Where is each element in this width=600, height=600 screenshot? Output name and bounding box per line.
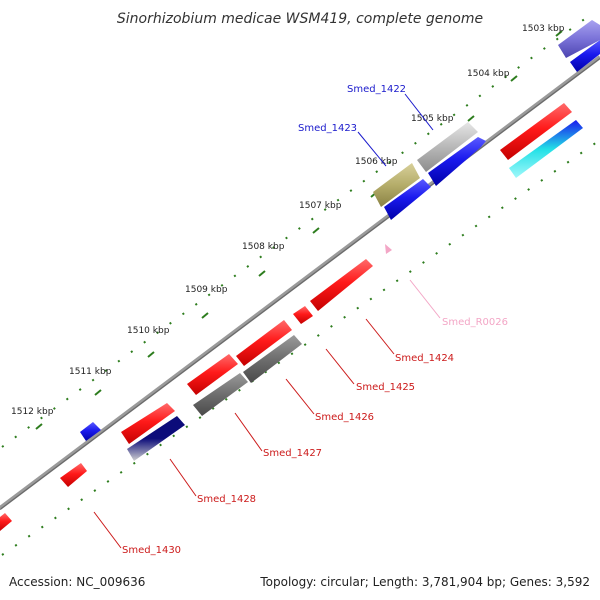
gene-block-smed1428[interactable]: [121, 403, 175, 444]
tick-marks: [35, 30, 563, 430]
tick-label-1507: 1507 kbp: [299, 201, 342, 211]
tick-label-1505: 1505 kbp: [411, 114, 454, 124]
gene-label-smed1425[interactable]: Smed_1425: [356, 382, 415, 393]
genome-backbone-shade: [0, 58, 600, 510]
tick-label-1511: 1511 kbp: [69, 367, 112, 377]
gene-block-cyan-right[interactable]: [509, 120, 583, 178]
gene-block-smed1426[interactable]: [243, 335, 302, 383]
gene-label-smed1430[interactable]: Smed_1430: [122, 545, 181, 556]
genome-backbone: [0, 55, 600, 510]
gene-label-smed1423[interactable]: Smed_1423: [298, 123, 357, 134]
gene-block-red-1426b[interactable]: [187, 354, 238, 395]
gene-block-smed-r0026[interactable]: [385, 244, 392, 254]
gene-label-smed1427[interactable]: Smed_1427: [263, 448, 322, 459]
gene-block-smed1425[interactable]: [236, 320, 292, 366]
gene-block-blue-smed1422[interactable]: [428, 137, 486, 186]
gene-label-smed-r0026[interactable]: Smed_R0026: [442, 317, 508, 328]
gene-block-red-small-1429[interactable]: [60, 463, 87, 487]
gene-label-smed1428[interactable]: Smed_1428: [197, 494, 256, 505]
gene-block-smed1427[interactable]: [193, 373, 248, 416]
gene-block-purple[interactable]: [558, 20, 600, 58]
gene-block-blue-top-right[interactable]: [570, 40, 600, 72]
accession-text: Accession: NC_009636: [9, 575, 145, 589]
tick-label-1503: 1503 kbp: [522, 24, 565, 34]
tick-label-1506: 1506 kbp: [355, 157, 398, 167]
tick-label-1510: 1510 kbp: [127, 326, 170, 336]
gene-block-red-small-1424b[interactable]: [293, 306, 313, 324]
gene-block-smed1430[interactable]: [0, 513, 12, 531]
tick-label-1508: 1508 kbp: [242, 242, 285, 252]
tick-label-1504: 1504 kbp: [467, 69, 510, 79]
outer-tick-track: [1, 14, 591, 448]
gene-label-smed1422[interactable]: Smed_1422: [347, 84, 406, 95]
gene-block-red-right[interactable]: [500, 103, 572, 160]
gene-label-smed1424[interactable]: Smed_1424: [395, 353, 454, 364]
genome-summary-text: Topology: circular; Length: 3,781,904 bp…: [259, 575, 590, 589]
gene-label-smed1426[interactable]: Smed_1426: [315, 412, 374, 423]
gene-block-navy-1428[interactable]: [127, 416, 185, 461]
gene-block-smed1423[interactable]: [373, 163, 420, 207]
tick-label-1509: 1509 kbp: [185, 285, 228, 295]
gene-block-blue-smed1423[interactable]: [384, 179, 431, 220]
map-title: Sinorhizobium medicae WSM419, complete g…: [117, 11, 483, 27]
tick-label-1512: 1512 kbp: [11, 407, 54, 417]
gene-block-blue-small[interactable]: [80, 422, 101, 441]
gene-block-smed1422[interactable]: [417, 122, 478, 172]
gene-block-smed1424[interactable]: [310, 259, 373, 311]
label-connectors: [93, 93, 441, 549]
